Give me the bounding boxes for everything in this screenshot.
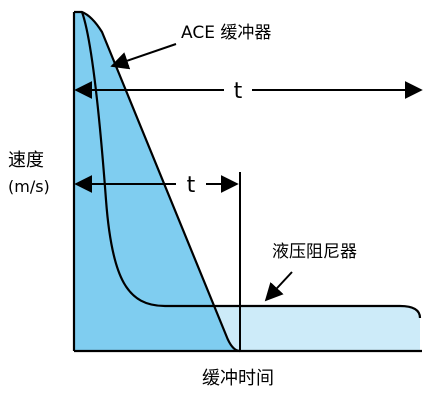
y-axis-label: 速度 [8,150,44,171]
ace-absorber-area [74,12,240,351]
ace-pointer [110,43,177,70]
ace-curve [74,10,241,353]
y-axis-unit: (m/s) [8,177,50,196]
short-t-label: t [187,173,196,198]
hydraulic-label: 液压阻尼器 [272,242,357,262]
long-t-label: t [234,79,243,104]
ace-label: ACE 缓冲器 [181,23,271,43]
hydraulic-pointer [264,271,293,302]
hydraulic-damper-curve [80,11,422,319]
x-axis-label: 缓冲时间 [202,368,274,389]
